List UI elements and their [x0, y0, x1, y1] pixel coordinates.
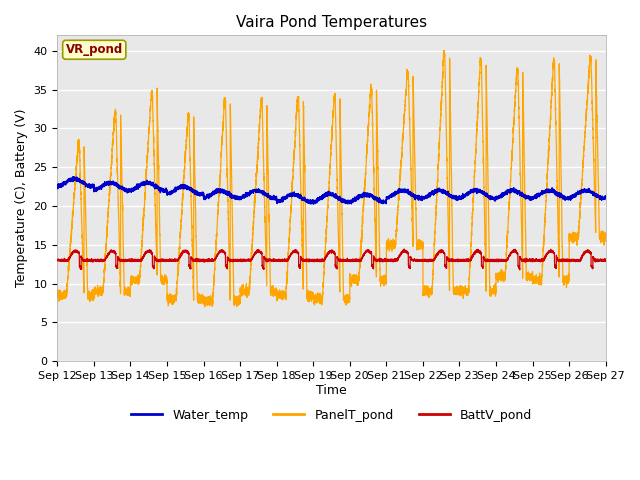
Title: Vaira Pond Temperatures: Vaira Pond Temperatures: [236, 15, 427, 30]
Legend: Water_temp, PanelT_pond, BattV_pond: Water_temp, PanelT_pond, BattV_pond: [126, 404, 537, 427]
X-axis label: Time: Time: [316, 384, 347, 396]
Y-axis label: Temperature (C), Battery (V): Temperature (C), Battery (V): [15, 109, 28, 288]
Text: VR_pond: VR_pond: [66, 43, 123, 56]
